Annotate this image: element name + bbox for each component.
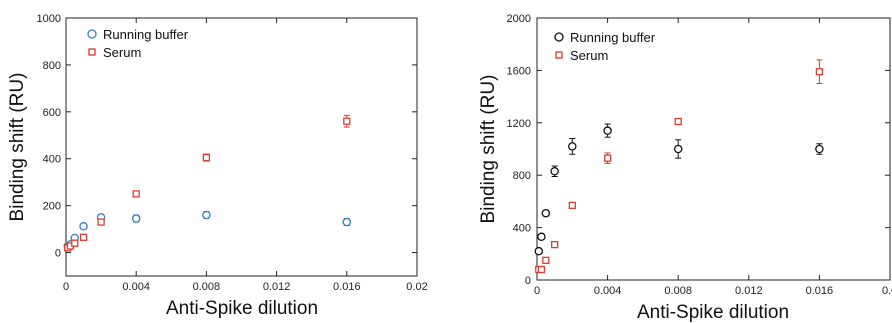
data-point-running-buffer xyxy=(202,210,211,220)
marker-circle xyxy=(534,246,544,256)
x-tick-label: 0.008 xyxy=(193,281,221,293)
y-tick-label: 1200 xyxy=(507,118,531,130)
data-point-serum xyxy=(603,152,612,164)
x-tick-label: 0.004 xyxy=(594,285,622,297)
y-axis-label-left: Binding shift (RU) xyxy=(7,73,28,222)
x-tick-label: 0.016 xyxy=(333,281,361,293)
data-point-running-buffer xyxy=(342,217,352,227)
marker-circle xyxy=(673,144,683,154)
data-point-serum xyxy=(343,114,351,128)
axis-ticks-left xyxy=(65,17,418,276)
chart-left: 0 200 400 600 800 1000 0 0.004 0.008 0.0… xyxy=(7,13,428,319)
data-point-running-buffer xyxy=(568,138,577,155)
marker-circle xyxy=(537,232,546,242)
marker-circle xyxy=(202,210,211,220)
x-axis-label-right: Anti-Spike dilution xyxy=(637,302,789,323)
marker-square xyxy=(132,190,140,198)
legend-marker-running-buffer xyxy=(554,32,564,42)
y-tick-label: 800 xyxy=(513,170,531,182)
data-point-serum xyxy=(542,256,550,265)
data-point-serum xyxy=(815,59,824,84)
marker-square xyxy=(202,153,211,162)
legend-right: Running buffer Serum xyxy=(554,30,656,63)
data-point-serum xyxy=(537,265,546,274)
x-tick-label: 0.008 xyxy=(664,285,692,297)
y-tick-label: 1600 xyxy=(507,65,531,77)
y-tick-label: 400 xyxy=(513,223,531,235)
data-point-serum xyxy=(568,201,576,209)
legend-label-serum: Serum xyxy=(103,45,141,60)
data-point-running-buffer xyxy=(603,123,612,138)
marker-circle xyxy=(603,126,612,135)
marker-square xyxy=(79,233,88,241)
data-point-running-buffer xyxy=(534,246,544,256)
legend-label-serum: Serum xyxy=(570,48,608,63)
y-tick-label: 0 xyxy=(55,248,61,260)
y-tick-label: 2000 xyxy=(507,13,531,25)
marker-square xyxy=(71,239,79,247)
data-point-serum xyxy=(551,240,559,249)
marker-square xyxy=(97,218,105,226)
data-point-running-buffer xyxy=(537,232,546,242)
x-tick-label: 0.02 xyxy=(882,285,892,297)
y-tick-label: 400 xyxy=(43,154,61,166)
marker-square xyxy=(551,240,559,249)
x-axis-label-left: Anti-Spike dilution xyxy=(166,298,318,319)
tick-labels-left: 0 200 400 600 800 1000 0 0.004 0.008 0.0… xyxy=(37,13,428,293)
y-tick-label: 800 xyxy=(43,60,61,72)
data-point-serum xyxy=(202,153,211,162)
marker-square xyxy=(603,154,612,162)
marker-circle xyxy=(342,217,352,227)
x-tick-label: 0.004 xyxy=(122,281,150,293)
x-tick-label: 0 xyxy=(534,285,540,297)
y-axis-label-right: Binding shift (RU) xyxy=(478,75,499,224)
y-tick-label: 1000 xyxy=(37,13,61,25)
legend-marker-running-buffer xyxy=(87,29,97,39)
y-tick-label: 0 xyxy=(525,275,531,287)
marker-square xyxy=(542,256,550,265)
legend-label-running-buffer: Running buffer xyxy=(103,27,189,42)
data-points-left xyxy=(63,114,352,252)
data-point-running-buffer xyxy=(673,139,683,159)
marker-circle xyxy=(815,144,824,154)
x-tick-label: 0 xyxy=(63,281,69,293)
legend-left: Running buffer Serum xyxy=(87,27,189,60)
data-point-serum xyxy=(97,218,105,226)
axis-ticks-right xyxy=(536,17,891,281)
data-point-running-buffer xyxy=(541,208,551,218)
y-tick-label: 600 xyxy=(43,107,61,119)
marker-square xyxy=(343,117,351,125)
marker-circle xyxy=(541,208,551,218)
data-point-serum xyxy=(79,233,88,241)
plot-area-left xyxy=(65,17,418,277)
x-tick-label: 0.016 xyxy=(806,285,834,297)
marker-circle xyxy=(568,142,577,151)
y-tick-label: 200 xyxy=(43,201,61,213)
data-points-right xyxy=(534,59,824,274)
x-tick-label: 0.02 xyxy=(406,281,427,293)
marker-circle xyxy=(131,214,141,223)
data-point-running-buffer xyxy=(550,165,559,178)
legend-label-running-buffer: Running buffer xyxy=(570,30,656,45)
legend-marker-serum xyxy=(555,51,563,59)
x-tick-label: 0.012 xyxy=(735,285,763,297)
marker-circle xyxy=(79,222,88,231)
marker-square xyxy=(537,265,546,274)
marker-square xyxy=(568,201,576,209)
marker-circle xyxy=(550,167,559,176)
legend-marker-serum xyxy=(88,48,96,56)
marker-square xyxy=(674,117,682,126)
data-point-running-buffer xyxy=(79,222,88,231)
data-point-running-buffer xyxy=(131,214,141,223)
plot-area-right xyxy=(536,17,891,281)
marker-square xyxy=(815,68,824,76)
tick-labels-right: 0 400 800 1200 1600 2000 0 0.004 0.008 0… xyxy=(507,13,892,297)
chart-right: 0 400 800 1200 1600 2000 0 0.004 0.008 0… xyxy=(478,13,892,323)
data-point-serum xyxy=(674,117,682,126)
x-tick-label: 0.012 xyxy=(263,281,291,293)
data-point-running-buffer xyxy=(815,143,824,155)
data-point-serum xyxy=(132,190,140,198)
data-point-serum xyxy=(71,239,79,247)
